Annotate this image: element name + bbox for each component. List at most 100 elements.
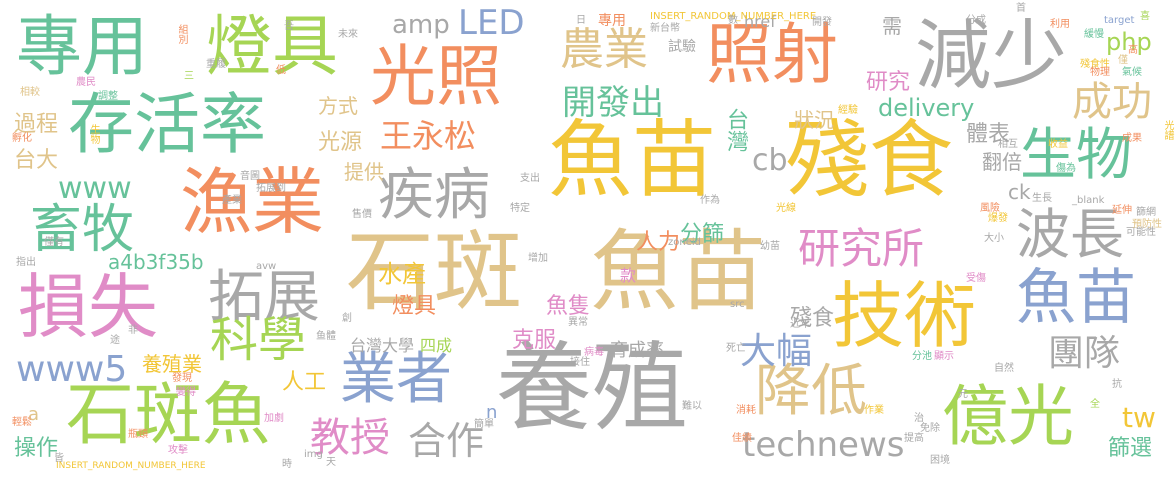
word-cb: cb [752,146,788,176]
word-small: 相較 [20,88,40,98]
word-small: 數 [728,16,738,26]
word-small: 途 [110,336,120,346]
word-small: 困境 [930,456,950,466]
word-small: 瓶頸 [128,430,148,440]
word-small: 皆 [54,454,64,464]
word-畜牧: 畜牧 [30,204,134,256]
word-small: 自然 [994,364,1014,374]
word-small: 緩慢 [1084,30,1104,40]
word-small: 未來 [338,30,358,40]
word-small: 作業 [864,406,884,416]
word-small: 光線 [776,204,796,214]
word-small: 爆發 [988,214,1008,224]
word-石斑魚: 石斑魚 [66,382,270,450]
word-small: 指出 [16,258,36,268]
word-small: 幼苗 [760,242,780,252]
word-技術: 技術 [832,280,976,352]
word-small: 生長 [1032,194,1052,204]
word-LED: LED [458,6,525,40]
word-small: 顯示 [934,352,954,362]
word-small: 組別 [176,24,186,44]
word-small: 鱼體 [316,332,336,342]
word-zoneid: zoneid [668,238,701,248]
word-small: 消耗 [736,406,756,416]
word-small: 經驗 [838,106,858,116]
word-人工: 人工 [282,372,326,394]
word-small: 免除 [920,424,940,434]
word-操作: 操作 [14,438,58,460]
word-small: 僅 [1118,56,1128,66]
word-small: 異常 [568,318,588,328]
word-small: 成果 [1122,134,1142,144]
word-small: 特定 [510,204,530,214]
word-成功: 成功 [1072,82,1152,122]
word-照射: 照射 [706,22,838,88]
word-台灣大學: 台灣大學 [350,338,414,354]
word-研究: 研究 [866,72,910,94]
word-small: 預防性 [1132,220,1162,230]
word-small: 時 [282,460,292,470]
word-small: 低 [276,66,286,76]
word-光照: 光照 [370,44,502,110]
word-small: 利用 [1050,20,1070,30]
word-small: 接住 [570,358,590,368]
word-研究所: 研究所 [798,228,924,270]
word-波長: 波長 [1016,208,1124,262]
word-small: 拓展到 [256,184,286,194]
word-生物: 生物 [1020,128,1132,184]
word-small: 全 [1090,400,1100,410]
word-水產: 水產 [378,262,426,286]
word-amp: amp [392,12,450,38]
word-INSERT-bottom: INSERT_RANDOM_NUMBER_HERE [56,462,206,471]
word-small: 受傷 [966,274,986,284]
word-src: src [730,300,745,310]
word-a4b3f35b: a4b3f35b [108,252,204,272]
word-四成: 四成 [420,338,452,354]
word-大幅: 大幅 [740,334,812,370]
word-small: 孵化 [12,134,32,144]
word-降低: 降低 [755,364,867,420]
word-small: 加劇 [264,414,284,424]
word-delivery: delivery [878,96,974,120]
word-small: 光譜 [1162,120,1172,140]
word-台灣: 台灣 [724,108,746,152]
word-small: 元 [958,390,968,400]
word-專用: 專用 [16,14,148,80]
word-開發出: 開發出 [562,86,664,120]
word-small: 物理 [1090,68,1110,78]
word-small: 僅有 [44,238,64,248]
word-光源: 光源 [318,132,362,154]
word-tw: tw [1122,404,1156,432]
word-育成率: 育成率 [610,342,664,360]
word-small: 氣候 [1122,68,1142,78]
word-small: 新台幣 [650,24,680,34]
word-small: 收益 [1048,140,1068,150]
word-small: 售價 [352,210,372,220]
word-www: www [58,174,132,204]
word-small: 難以 [682,402,702,412]
word-small: 治 [914,414,924,424]
word-方式: 方式 [318,96,358,116]
word-養殖業: 養殖業 [142,354,202,374]
word-科學: 科學 [210,316,306,364]
word-專用-small: 專用 [598,14,626,28]
word-small: 創 [342,314,352,324]
word-王永松: 王永松 [380,120,476,152]
word-small: 分成 [966,16,986,26]
word-small: 生物 [88,124,98,144]
word-_blank: _blank [1072,196,1104,206]
word-需: 需 [882,16,902,36]
word-台大: 台大 [14,150,58,172]
word-克服: 克服 [512,330,556,352]
word-small: 增加 [528,254,548,264]
word-魚隻: 魚隻 [546,296,590,318]
word-small: 產業 [222,196,242,206]
word-small: 傷為 [1056,164,1076,174]
word-small: 攻擊 [168,446,188,456]
word-small: 首 [1016,4,1026,14]
word-團隊: 團隊 [1048,336,1120,372]
word-small: 支出 [520,174,540,184]
word-small: 農民 [76,78,96,88]
word-small: 佳績 [732,434,752,444]
